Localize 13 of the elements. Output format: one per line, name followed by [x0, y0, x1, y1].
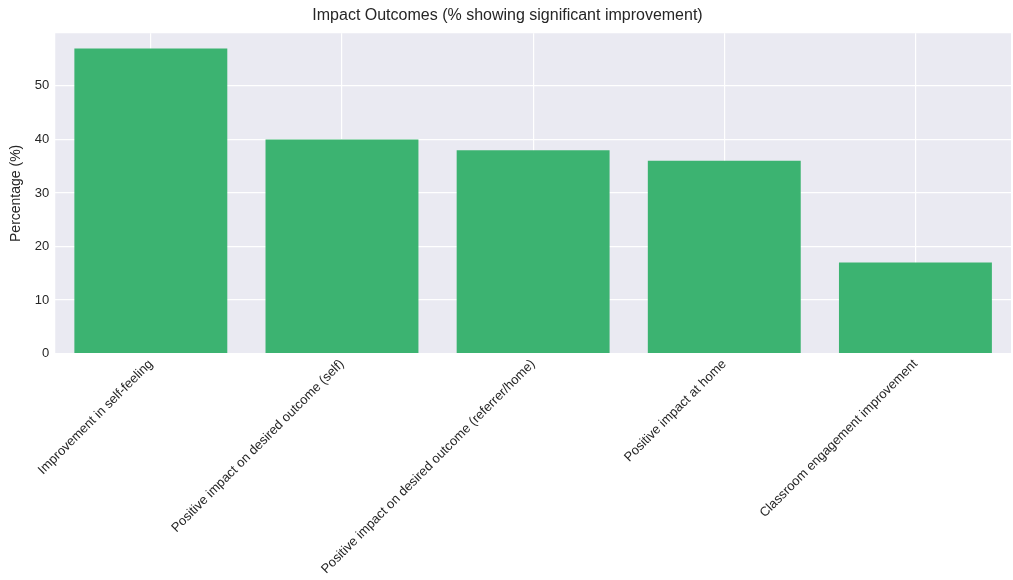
bar	[265, 139, 419, 353]
y-tick-label: 50	[34, 77, 50, 93]
bar	[647, 160, 801, 353]
y-tick-label: 0	[42, 345, 50, 361]
bar	[74, 48, 228, 353]
bar	[838, 262, 992, 353]
y-tick-label: 10	[34, 291, 50, 307]
y-tick-label: 30	[34, 184, 50, 200]
y-tick-label: 40	[34, 131, 50, 147]
y-axis-title: Percentage (%)	[7, 144, 24, 242]
bar	[456, 150, 610, 353]
y-tick-label: 20	[34, 238, 50, 254]
chart-title: Impact Outcomes (% showing significant improvement)	[312, 6, 703, 24]
